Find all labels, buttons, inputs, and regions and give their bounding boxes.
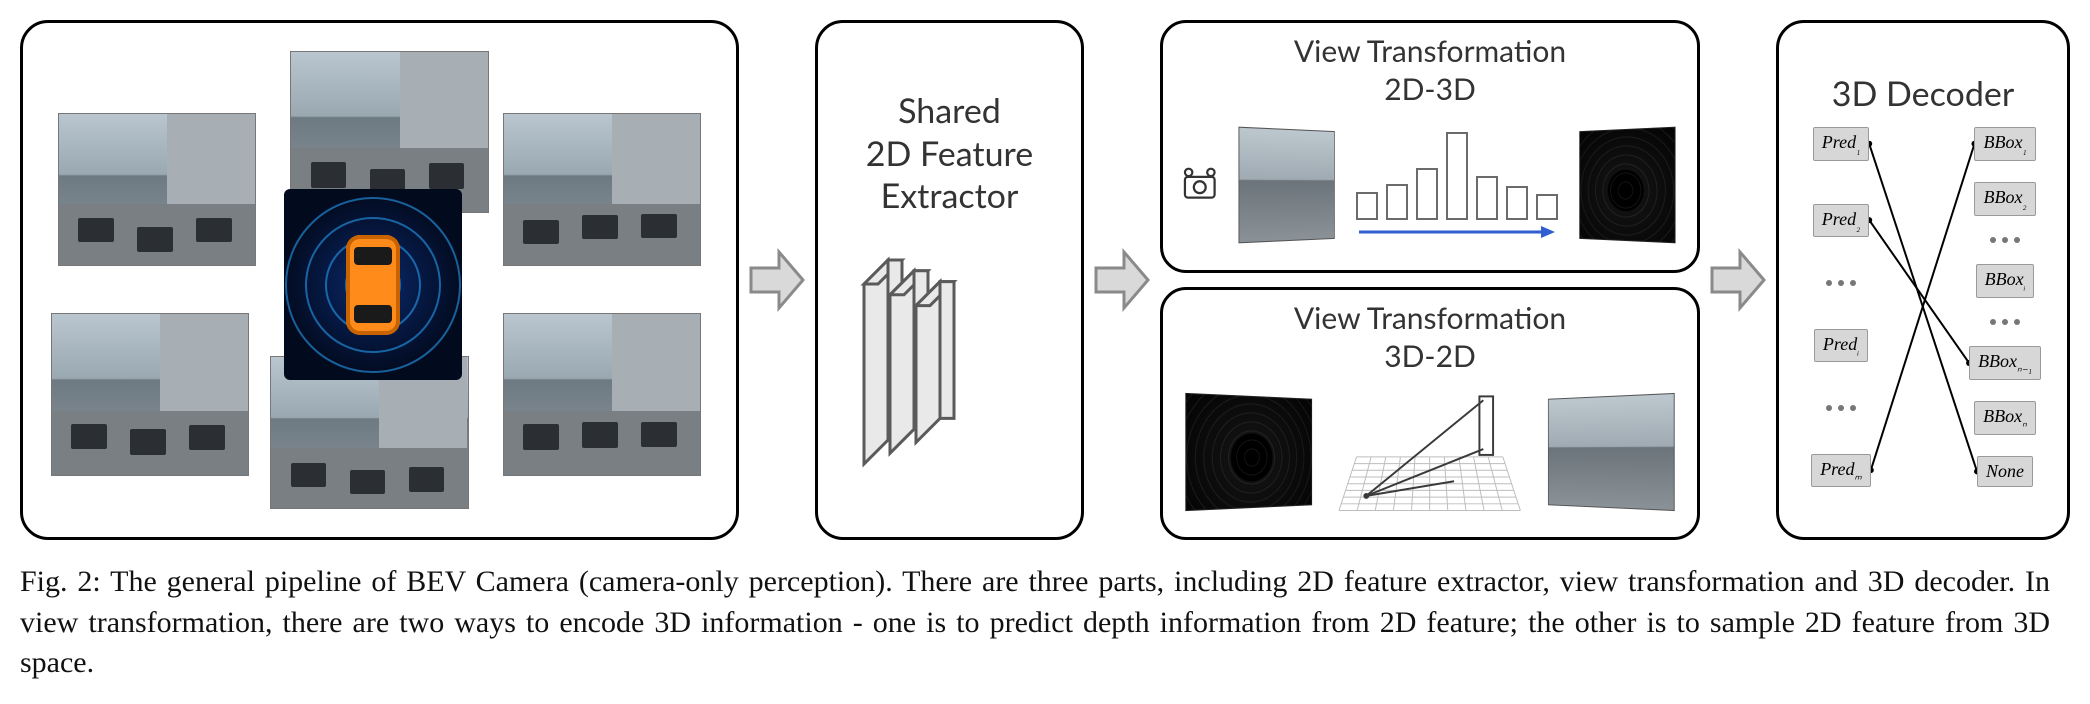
vt-2d3d-title: View Transformation 2D-3D [1294, 33, 1566, 108]
vt-3d-2d-panel: View Transformation 3D-2D [1160, 287, 1700, 540]
bev-thumb [1570, 129, 1681, 241]
camera-icon [1179, 160, 1221, 210]
arrow-icon [1092, 240, 1152, 320]
bbox-chip: BBox₁ [1974, 127, 2035, 161]
arrow-icon [747, 240, 807, 320]
figure-caption: Fig. 2: The general pipeline of BEV Came… [20, 562, 2050, 684]
camera-view-back-right [503, 313, 702, 476]
input-cameras-panel [20, 20, 739, 540]
conv-stack-icon [854, 240, 1044, 470]
caption-text: The general pipeline of BEV Camera (came… [20, 565, 2050, 679]
ego-vehicle-icon [346, 235, 400, 335]
pred-chip: Pred₁ [1813, 127, 1869, 161]
pipeline-row: Shared 2D Feature Extractor View Transfo… [20, 20, 2070, 540]
decoder-title: 3D Decoder [1832, 73, 2014, 116]
camera-view-front-right [503, 113, 702, 266]
feature-extractor-title: Shared 2D Feature Extractor [866, 90, 1033, 218]
image-plane-thumb [1233, 129, 1344, 241]
bbox-chip: BBoxₙ [1974, 401, 2036, 435]
pred-chip: Predᵢ [1814, 329, 1868, 363]
bbox-chip: None [1977, 456, 2033, 487]
view-transformation-column: View Transformation 2D-3D [1160, 20, 1700, 540]
camera-grid [37, 41, 722, 519]
ego-sensor-graphic [284, 189, 462, 380]
bbox-chip: BBoxₙ₋₁ [1969, 346, 2041, 380]
pred-column: Pred₁ Pred₂ Predᵢ Predₘ [1793, 127, 1889, 487]
bbox-column: BBox₁ BBox₂ BBoxᵢ BBoxₙ₋₁ BBoxₙ None [1957, 127, 2053, 487]
feature-extractor-panel: Shared 2D Feature Extractor [815, 20, 1084, 540]
caption-prefix: Fig. 2: [20, 565, 101, 598]
pred-chip: Pred₂ [1813, 204, 1869, 238]
camera-view-front-left [58, 113, 257, 266]
bbox-chip: BBox₂ [1974, 182, 2035, 216]
bipartite-matching: Pred₁Pred₂PredᵢPredₘ BBox₁BBox₂BBoxᵢBBox… [1793, 127, 2053, 487]
camera-view-back-left [51, 313, 250, 476]
decoder-panel: 3D Decoder Pred₁Pred₂PredᵢPredₘ BBox₁BBo… [1776, 20, 2070, 540]
frustum-grid-icon [1337, 387, 1522, 517]
vt-2d-3d-panel: View Transformation 2D-3D [1160, 20, 1700, 273]
arrow-icon [1708, 240, 1768, 320]
vt-3d2d-title: View Transformation 3D-2D [1294, 300, 1566, 375]
image-plane-thumb [1535, 396, 1681, 508]
pred-chip: Predₘ [1811, 454, 1871, 488]
depth-histogram [1356, 130, 1558, 240]
bev-thumb [1179, 396, 1325, 508]
bbox-chip: BBoxᵢ [1976, 264, 2035, 298]
